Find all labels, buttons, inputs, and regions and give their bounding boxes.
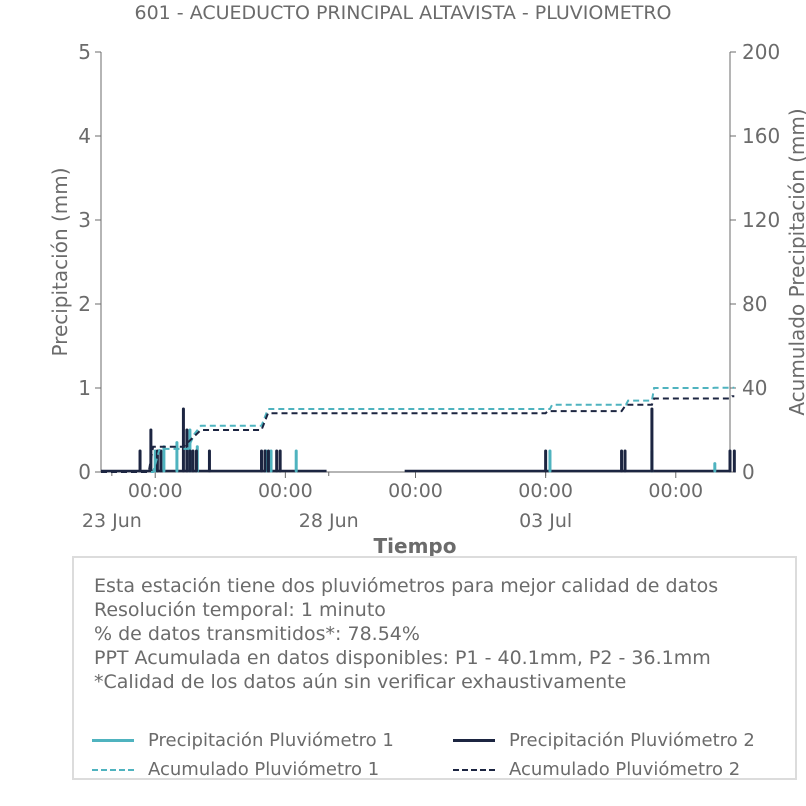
legend-label-p2: Precipitación Pluviómetro 2 xyxy=(509,730,755,751)
legend-label-acc1: Acumulado Pluviómetro 1 xyxy=(148,759,380,780)
y2-tick-label: 200 xyxy=(742,40,780,64)
info-line-transmitted: % de datos transmitidos*: 78.54% xyxy=(94,623,420,645)
legend-item-acc1: Acumulado Pluviómetro 1 xyxy=(92,759,379,780)
y-tick-label: 4 xyxy=(78,124,91,148)
x-tick-label: 00:00 xyxy=(128,480,183,502)
chart-title: 601 - ACUEDUCTO PRINCIPAL ALTAVISTA - PL… xyxy=(134,2,672,24)
y2-tick-label: 0 xyxy=(742,460,755,484)
legend-label-acc2: Acumulado Pluviómetro 2 xyxy=(509,759,741,780)
info-line-quality: *Calidad de los datos aún sin verificar … xyxy=(94,671,627,693)
x-date-label: 23 Jun xyxy=(82,510,142,532)
legend-item-acc2: Acumulado Pluviómetro 2 xyxy=(453,759,740,780)
legend-item-p2: Precipitación Pluviómetro 2 xyxy=(453,730,755,751)
x-tick-label: 00:00 xyxy=(518,480,573,502)
accumulated-line-1 xyxy=(101,386,735,473)
x-tick-label: 00:00 xyxy=(388,480,443,502)
y2-tick-label: 120 xyxy=(742,208,780,232)
y-tick-label: 1 xyxy=(78,376,91,400)
y2-tick-label: 80 xyxy=(742,292,767,316)
y-tick-label: 2 xyxy=(78,292,91,316)
x-tick-label: 00:00 xyxy=(648,480,703,502)
info-line-accumulated: PPT Acumulada en datos disponibles: P1 -… xyxy=(94,647,711,669)
info-text: Esta estación tiene dos pluviómetros par… xyxy=(94,574,718,694)
x-date-label: 28 Jun xyxy=(299,510,359,532)
y2-tick-label: 160 xyxy=(742,124,780,148)
legend-label-p1: Precipitación Pluviómetro 1 xyxy=(148,730,394,751)
legend-swatch-p2 xyxy=(453,739,495,742)
y-axis-label: Precipitación (mm) xyxy=(48,167,72,356)
x-tick-label: 00:00 xyxy=(258,480,313,502)
y-tick-label: 5 xyxy=(78,40,91,64)
legend-swatch-acc2 xyxy=(453,768,495,771)
legend-swatch-acc1 xyxy=(92,768,134,771)
legend-swatch-p1 xyxy=(92,739,134,742)
info-line-stations: Esta estación tiene dos pluviómetros par… xyxy=(94,575,719,597)
legend-item-p1: Precipitación Pluviómetro 1 xyxy=(92,730,394,751)
precipitation-chart: 0 1 2 3 4 5 0 40 80 120 160 200 00:00 00:00 00:00 00:00… xyxy=(48,40,806,558)
accumulated-line-2 xyxy=(101,395,735,473)
y2-axis-label: Acumulado Precipitación (mm) xyxy=(785,108,806,415)
x-date-label: 03 Jul xyxy=(519,510,572,532)
y2-tick-label: 40 xyxy=(742,376,767,400)
info-line-resolution: Resolución temporal: 1 minuto xyxy=(94,599,386,621)
info-panel: Esta estación tiene dos pluviómetros par… xyxy=(72,556,797,780)
y-tick-label: 3 xyxy=(78,208,91,232)
x-axis-label: Tiempo xyxy=(374,534,457,558)
y-tick-label: 0 xyxy=(78,460,91,484)
